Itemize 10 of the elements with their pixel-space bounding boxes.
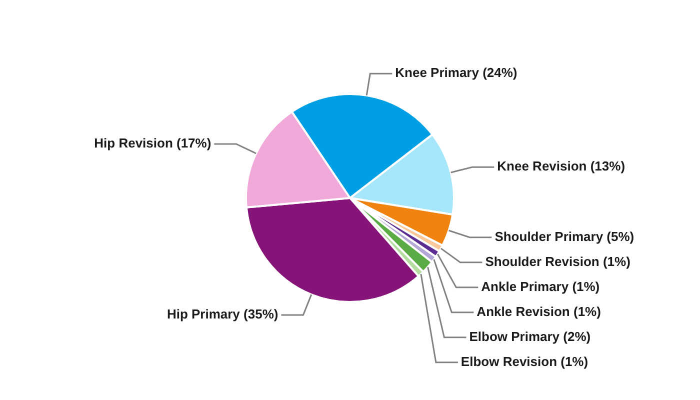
slice-label: Knee Revision (13%)	[497, 158, 626, 174]
slice-label: Shoulder Primary (5%)	[494, 228, 634, 244]
slice-label: Ankle Primary (1%)	[481, 278, 600, 294]
slice-label: Hip Primary (35%)	[166, 306, 278, 322]
slice-label: Elbow Revision (1%)	[460, 354, 588, 369]
slice-label: Ankle Revision (1%)	[476, 304, 601, 319]
slice-label: Shoulder Revision (1%)	[485, 254, 630, 269]
slice-label: Knee Primary (24%)	[395, 65, 518, 80]
slice-label: Hip Revision (17%)	[94, 136, 212, 151]
slice-label: Elbow Primary (2%)	[469, 328, 591, 344]
